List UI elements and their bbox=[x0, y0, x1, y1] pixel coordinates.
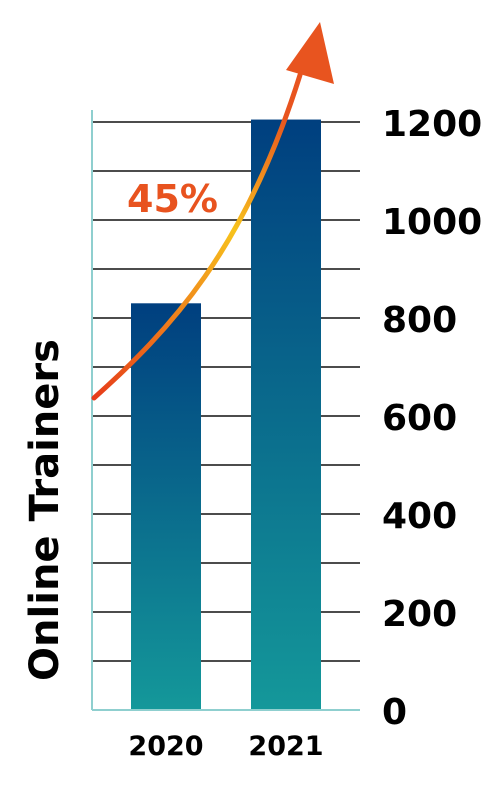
x-tick-labels: 2020 2021 bbox=[128, 731, 323, 762]
y-tick-label: 0 bbox=[382, 692, 407, 733]
growth-arrow bbox=[91, 22, 334, 401]
y-tick-label: 1200 bbox=[382, 104, 482, 145]
y-tick-labels: 0 200 400 600 800 1000 1200 bbox=[382, 104, 482, 733]
y-tick-label: 200 bbox=[382, 594, 457, 635]
y-tick-label: 400 bbox=[382, 496, 457, 537]
growth-arrow-head-icon bbox=[286, 22, 334, 84]
x-tick-label: 2020 bbox=[128, 731, 203, 762]
y-axis-label: Online Trainers bbox=[22, 339, 68, 681]
bar-2020 bbox=[131, 303, 201, 710]
growth-percent-label: 45% bbox=[127, 177, 218, 221]
x-tick-label: 2021 bbox=[248, 731, 323, 762]
bars bbox=[131, 119, 321, 711]
y-tick-label: 600 bbox=[382, 398, 457, 439]
y-tick-label: 1000 bbox=[382, 202, 482, 243]
y-tick-label: 800 bbox=[382, 300, 457, 341]
growth-arrow-curve bbox=[91, 72, 303, 401]
bar-2021 bbox=[251, 119, 321, 711]
